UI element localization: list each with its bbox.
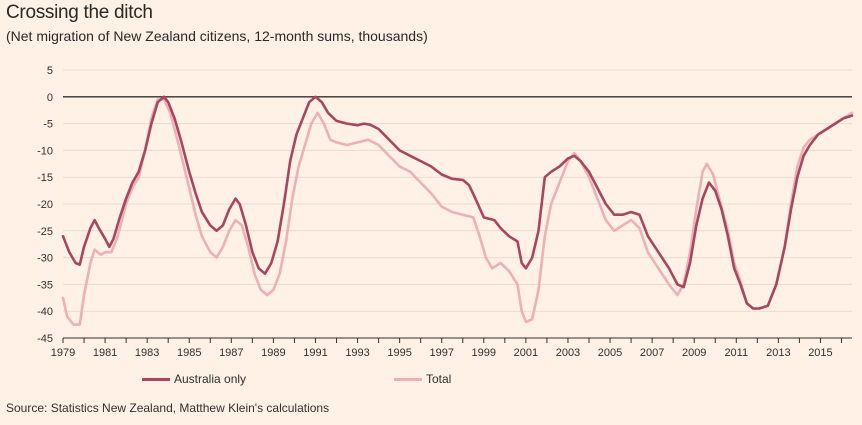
x-tick-label: 1993 bbox=[345, 347, 369, 359]
x-tick-label: 1985 bbox=[177, 347, 201, 359]
y-tick-label: 0 bbox=[47, 92, 53, 104]
x-tick-label: 2001 bbox=[514, 347, 538, 359]
x-tick-label: 1987 bbox=[219, 347, 243, 359]
x-tick-label: 1981 bbox=[93, 347, 117, 359]
x-tick-label: 2011 bbox=[724, 347, 748, 359]
y-tick-label: -15 bbox=[37, 172, 53, 184]
y-tick-label: -25 bbox=[37, 226, 53, 238]
x-tick-label: 1999 bbox=[472, 347, 496, 359]
chart-subtitle: (Net migration of New Zealand citizens, … bbox=[6, 28, 428, 44]
y-tick-label: 5 bbox=[47, 65, 53, 77]
x-tick-label: 1997 bbox=[429, 347, 453, 359]
legend-swatch-total bbox=[394, 377, 422, 381]
legend-swatch-australia bbox=[142, 377, 170, 381]
y-tick-label: -35 bbox=[37, 279, 53, 291]
x-tick-label: 2007 bbox=[640, 347, 664, 359]
legend-item-total: Total bbox=[394, 372, 451, 386]
legend-label-australia: Australia only bbox=[174, 372, 247, 386]
y-tick-label: -30 bbox=[37, 253, 53, 265]
series-line-australia bbox=[61, 95, 854, 310]
legend-label-total: Total bbox=[426, 372, 452, 386]
x-tick-label: 2003 bbox=[556, 347, 580, 359]
x-tick-label: 1995 bbox=[387, 347, 411, 359]
x-tick-label: 1989 bbox=[261, 347, 285, 359]
x-tick-label: 1983 bbox=[135, 347, 159, 359]
y-tick-label: -10 bbox=[37, 145, 53, 157]
x-tick-label: 2005 bbox=[598, 347, 622, 359]
y-tick-label: -40 bbox=[37, 306, 53, 318]
x-tick-label: 2015 bbox=[808, 347, 832, 359]
x-tick-label: 1979 bbox=[51, 347, 75, 359]
chart-title: Crossing the ditch bbox=[6, 2, 153, 23]
x-tick-label: 2009 bbox=[682, 347, 706, 359]
x-tick-label: 2013 bbox=[766, 347, 790, 359]
x-tick-label: 1991 bbox=[303, 347, 327, 359]
source-note: Source: Statistics New Zealand, Matthew … bbox=[6, 401, 330, 415]
legend-item-australia: Australia only bbox=[142, 372, 246, 386]
y-tick-label: -45 bbox=[37, 333, 53, 345]
y-tick-label: -5 bbox=[43, 119, 53, 131]
y-tick-label: -20 bbox=[37, 199, 53, 211]
series-line-total bbox=[61, 98, 854, 326]
